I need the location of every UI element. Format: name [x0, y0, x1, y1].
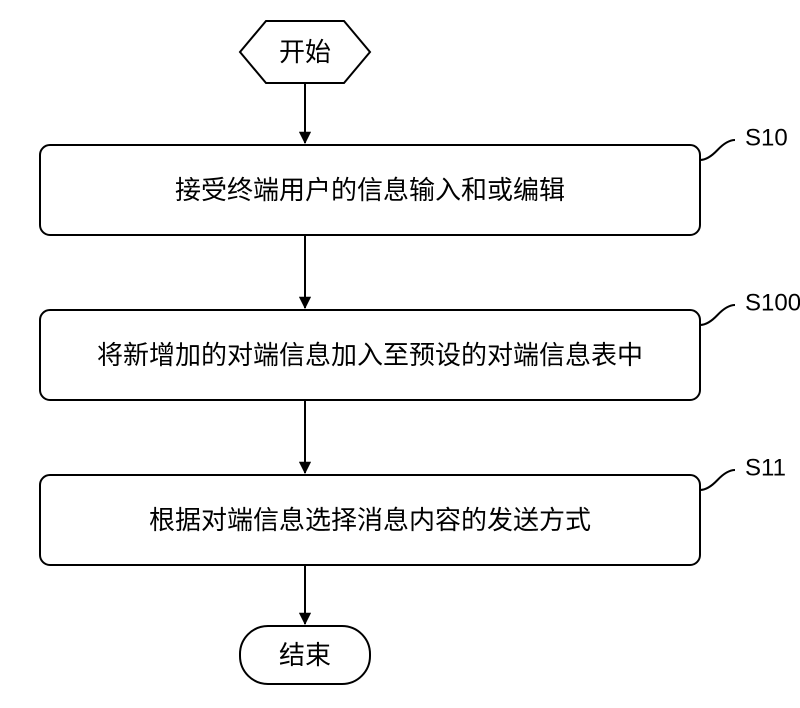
flowchart-canvas: 开始接受终端用户的信息输入和或编辑将新增加的对端信息加入至预设的对端信息表中根据… — [0, 0, 800, 708]
tag-s11: S11 — [745, 455, 786, 482]
leader-s10 — [700, 140, 735, 160]
tag-s100: S100 — [745, 290, 800, 317]
node-s11-label: 根据对端信息选择消息内容的发送方式 — [149, 505, 591, 535]
node-start-label: 开始 — [279, 37, 331, 67]
node-end-label: 结束 — [279, 640, 331, 670]
node-s100-label: 将新增加的对端信息加入至预设的对端信息表中 — [97, 340, 643, 370]
leader-s11 — [700, 470, 735, 490]
node-s10-label: 接受终端用户的信息输入和或编辑 — [175, 175, 565, 205]
leader-s100 — [700, 305, 735, 325]
tag-s10: S10 — [745, 125, 788, 152]
